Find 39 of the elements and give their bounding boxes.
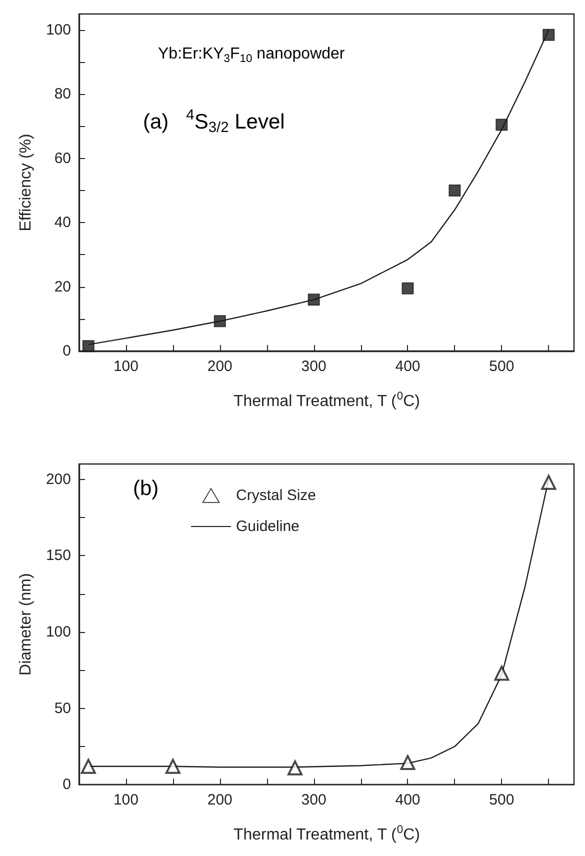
y-tick-label: 60 (54, 150, 71, 167)
point (542, 28, 555, 41)
x-tick-label: 500 (489, 358, 514, 375)
y-axis-title: Efficiency (%) (18, 134, 34, 232)
y-tick-label: 0 (62, 342, 71, 360)
y-tick-label: 80 (54, 86, 71, 103)
y-tick-label: 100 (46, 22, 71, 39)
point (400, 755, 416, 770)
point (308, 294, 320, 306)
x-tick-label: 200 (207, 792, 232, 809)
x-tick-label: 300 (301, 358, 326, 375)
y-tick-label: 50 (54, 700, 71, 717)
y-tick-label: 150 (46, 547, 71, 564)
point (214, 315, 226, 328)
point (402, 282, 414, 294)
x-tick-label: 100 (113, 792, 138, 809)
annotation: (b) (133, 477, 159, 500)
point (82, 340, 94, 352)
x-tick-label: 400 (395, 358, 420, 375)
point (165, 758, 180, 774)
x-tick-label: 200 (207, 358, 232, 375)
y-axis-title: Diameter (nm) (18, 573, 34, 676)
point (288, 760, 303, 776)
point (541, 474, 556, 490)
x-tick-label: 300 (301, 792, 326, 809)
y-tick-label: 20 (54, 278, 71, 296)
legend-label: Guideline (236, 518, 300, 535)
x-tick-label: 400 (395, 792, 420, 809)
point (448, 184, 461, 197)
y-tick-label: 200 (46, 470, 71, 488)
y-tick-label: 100 (46, 623, 71, 640)
x-tick-label: 500 (489, 792, 514, 809)
point (494, 666, 510, 681)
point (496, 118, 508, 131)
y-tick-label: 40 (54, 214, 71, 232)
legend-label: Crystal Size (236, 487, 316, 504)
y-tick-label: 0 (62, 776, 71, 794)
point (80, 758, 96, 774)
x-tick-label: 100 (113, 358, 138, 375)
